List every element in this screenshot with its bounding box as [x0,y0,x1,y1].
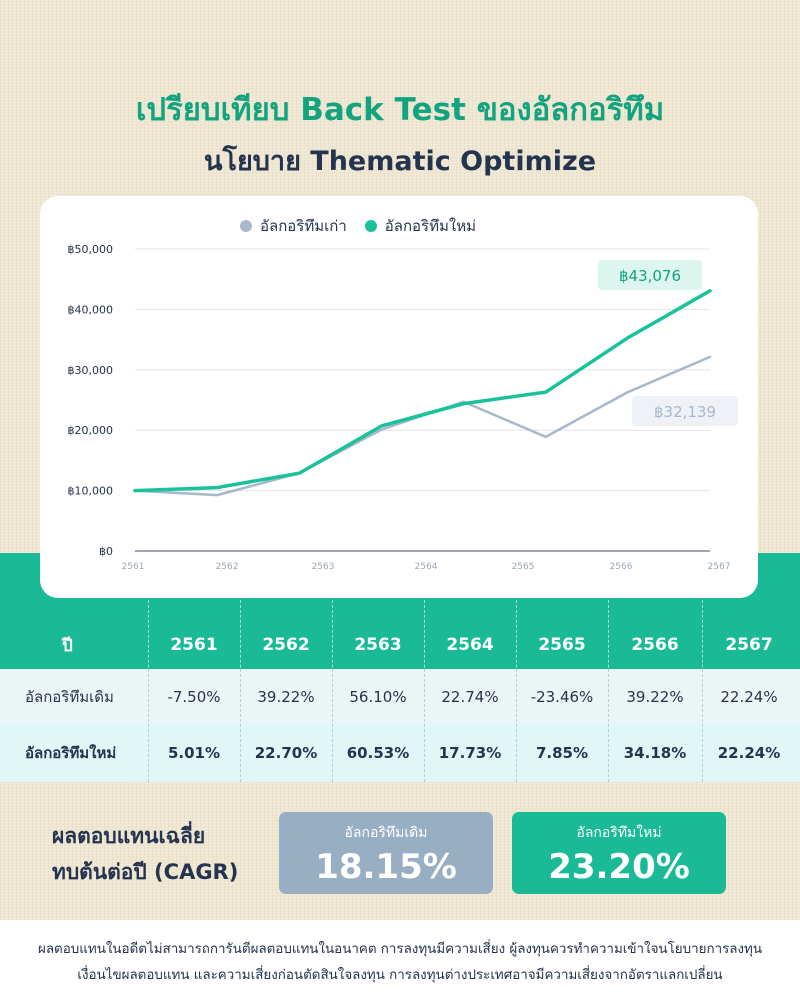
x-tick-label: 2567 [708,562,731,572]
header-year: 2564 [446,635,494,655]
cell-old: 39.22% [257,687,315,706]
x-tick-label: 2563 [312,562,335,572]
y-tick-label: ฿50,000 [68,243,114,256]
row-divider [424,669,425,782]
row-divider [240,669,241,782]
end-label-new-bg [598,260,702,290]
legend-new-label: อัลกอริทึมใหม่ [384,217,476,235]
header-year-label: ปี [62,635,73,656]
end-label-old: ฿32,139 [654,403,716,421]
disclaimer-line2: เงื่อนไขผลตอบแทน และความเสี่ยงก่อนตัดสิน… [77,968,723,983]
cagr-new-value: 23.20% [548,847,690,887]
end-label-old-bg [632,396,738,426]
chart-legend: อัลกอริทึมเก่า อัลกอริทึมใหม่ [240,214,494,238]
row-divider [148,669,149,782]
cagr-label-line2: ทบต้นต่อปี (CAGR) [52,860,239,884]
end-label-new: ฿43,076 [619,267,681,285]
header-year: 2566 [631,635,679,655]
cagr-new-box: อัลกอริทึมใหม่ 23.20% [512,812,726,894]
row-divider [516,669,517,782]
header-year: 2563 [354,635,402,655]
header-year: 2565 [538,635,586,655]
page-title: เปรียบเทียบ Back Test ของอัลกอริทึม [135,92,665,128]
cell-old: 56.10% [349,687,407,706]
cagr-label: ผลตอบแทนเฉลี่ย ทบต้นต่อปี (CAGR) [52,818,238,890]
cell-old: -7.50% [167,687,221,706]
cagr-old-box: อัลกอริทึมเดิม 18.15% [279,812,493,894]
y-tick-label: ฿0 [99,545,113,558]
cell-new: 17.73% [438,744,502,762]
table-row-new: อัลกอริทึมใหม่ 5.01% 22.70% 60.53% 17.73… [0,724,800,782]
table-header-row: ปี 2561 2562 2563 2564 2565 2566 2567 [0,622,800,668]
header-year: 2561 [170,635,218,655]
series-new-line [133,289,712,493]
cell-old: -23.46% [530,687,594,706]
cell-old: 22.74% [441,687,499,706]
header-year: 2567 [725,635,773,655]
table-row-old: อัลกอริทึมเดิม -7.50% 39.22% 56.10% 22.7… [0,669,800,724]
cagr-new-label: อัลกอริทึมใหม่ [576,825,662,841]
row-label-new: อัลกอริทึมใหม่ [25,744,117,762]
row-label-old: อัลกอริทึมเดิม [25,687,114,706]
legend-item-new: อัลกอริทึมใหม่ [364,214,476,238]
header-year: 2562 [262,635,310,655]
disclaimer-panel [0,920,800,1000]
line-chart: ฿0 ฿10,000 ฿20,000 ฿30,000 ฿40,000 ฿50,000 256… [68,243,738,572]
series-old-line [133,355,712,497]
cell-new: 7.85% [535,744,589,762]
page-subtitle: นโยบาย Thematic Optimize [203,146,597,177]
x-tick-label: 2566 [610,562,633,572]
cell-new: 5.01% [167,744,221,762]
legend-new-dot-icon [364,220,377,232]
row-divider [608,669,609,782]
y-tick-label: ฿10,000 [68,485,114,498]
x-tick-label: 2562 [216,562,239,572]
legend-old-dot-icon [240,220,252,232]
cell-new: 22.24% [717,744,781,762]
y-tick-label: ฿20,000 [68,424,114,437]
cagr-label-line1: ผลตอบแทนเฉลี่ย [52,824,206,848]
cell-new: 34.18% [623,744,687,762]
x-tick-label: 2565 [512,562,535,572]
cell-old: 22.24% [720,687,778,706]
y-tick-label: ฿40,000 [68,303,114,316]
cell-new: 60.53% [346,744,410,762]
disclaimer-line1: ผลตอบแทนในอดีตไม่สามารถการันตีผลตอบแทนใน… [37,942,763,957]
cell-new: 22.70% [254,744,318,762]
cell-old: 39.22% [626,687,684,706]
legend-item-old: อัลกอริทึมเก่า [240,214,347,238]
cagr-old-value: 18.15% [315,847,457,887]
row-divider [702,669,703,782]
x-tick-label: 2561 [122,562,145,572]
y-tick-label: ฿30,000 [68,364,114,377]
cagr-old-label: อัลกอริทึมเดิม [344,825,428,841]
disclaimer: ผลตอบแทนในอดีตไม่สามารถการันตีผลตอบแทนใน… [0,937,800,989]
x-tick-label: 2564 [415,562,438,572]
legend-old-label: อัลกอริทึมเก่า [260,217,347,235]
row-divider [332,669,333,782]
